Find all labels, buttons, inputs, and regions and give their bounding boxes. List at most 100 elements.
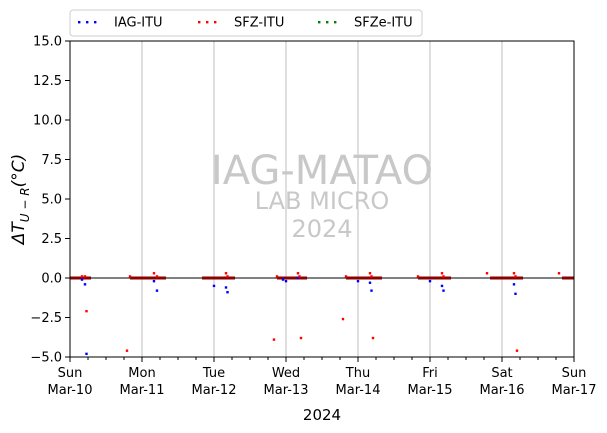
x-tick-day: Thu	[345, 366, 370, 381]
legend-marker	[326, 21, 329, 24]
data-point	[356, 279, 360, 283]
data-point	[368, 272, 372, 275]
x-tick-date: Mar-10	[48, 383, 93, 398]
y-tick-label: 15.0	[33, 35, 62, 50]
data-point	[152, 272, 156, 275]
y-axis-title: ΔTU − R(°C)	[9, 154, 32, 246]
watermark: IAG-MATAO LAB MICRO 2024	[211, 148, 433, 243]
legend-label: SFZ-ITU	[234, 16, 284, 31]
data-points	[80, 272, 561, 356]
x-axis: Sun Mar-10 Mon Mar-11 Tue Mar-12 Wed Mar-13 Thu M…	[48, 357, 597, 398]
y-tick-label: 12.5	[33, 74, 62, 89]
data-point	[485, 272, 489, 275]
y-axis-title-sub: U − R	[18, 187, 32, 222]
legend: IAG-ITU SFZ-ITU SFZe-ITU	[69, 9, 423, 37]
data-point	[275, 275, 279, 278]
x-tick-date: Mar-16	[480, 383, 525, 398]
x-tick-date: Mar-14	[336, 383, 381, 398]
x-tick-date: Mar-11	[120, 383, 165, 398]
watermark-line2: LAB MICRO	[255, 187, 390, 215]
x-tick-day: Sun	[58, 366, 83, 381]
x-tick-date: Mar-12	[192, 383, 237, 398]
data-point	[514, 292, 517, 295]
x-tick-day: Wed	[272, 366, 300, 381]
y-tick-label: −2.5	[30, 311, 62, 326]
data-point	[514, 275, 517, 278]
legend-label: SFZe-ITU	[354, 16, 413, 31]
data-point	[344, 275, 348, 278]
data-point	[224, 272, 228, 275]
y-axis-title-main: ΔT	[9, 221, 29, 247]
x-tick-date: Mar-15	[408, 383, 453, 398]
data-point	[515, 349, 519, 352]
x-tick-day: Mon	[128, 366, 155, 381]
y-tick-label: 5.0	[41, 193, 62, 208]
data-point	[368, 281, 372, 284]
data-point	[442, 289, 445, 292]
data-point	[296, 272, 300, 275]
legend-frame	[69, 9, 423, 37]
data-point	[80, 275, 84, 278]
data-point	[442, 275, 445, 278]
data-point	[298, 275, 301, 278]
data-point	[212, 284, 216, 288]
data-point	[85, 309, 88, 313]
data-point	[299, 336, 303, 340]
y-tick-label: 7.5	[41, 153, 62, 168]
data-point	[370, 289, 373, 292]
data-point	[152, 279, 156, 283]
x-tick-day: Sat	[491, 366, 512, 381]
x-tick-date: Mar-17	[552, 383, 597, 398]
y-axis-title-unit: (°C)	[9, 154, 29, 188]
data-point	[155, 289, 159, 292]
y-axis: −5.0 −2.5 0.0 2.5 5.0 7.5 10.0 12.5 15.0	[30, 35, 70, 366]
plot-area: IAG-MATAO LAB MICRO 2024	[69, 40, 575, 358]
data-point	[512, 272, 516, 275]
data-point	[428, 279, 432, 283]
legend-marker	[86, 21, 89, 24]
y-tick-label: 10.0	[33, 114, 62, 129]
data-point	[226, 275, 229, 278]
data-point	[371, 336, 375, 340]
data-point	[416, 275, 420, 278]
legend-marker	[206, 21, 209, 24]
data-point	[128, 275, 132, 278]
x-tick-day: Sun	[562, 366, 587, 381]
x-tick-date: Mar-13	[264, 383, 309, 398]
data-point	[224, 286, 228, 289]
data-point	[341, 317, 345, 321]
y-tick-label: 2.5	[41, 232, 62, 247]
data-point	[557, 272, 561, 275]
x-tick-day: Fri	[422, 366, 438, 381]
data-point	[284, 279, 288, 283]
data-point	[155, 275, 159, 278]
data-point	[440, 284, 444, 288]
data-point	[272, 338, 276, 341]
x-tick-day: Tue	[202, 366, 225, 381]
data-point	[83, 283, 87, 286]
y-tick-label: −5.0	[30, 351, 62, 366]
data-point	[83, 275, 87, 278]
legend-marker	[214, 21, 217, 24]
data-point	[125, 349, 129, 352]
data-point	[281, 278, 285, 281]
data-point	[80, 278, 84, 281]
legend-marker	[334, 21, 337, 24]
data-point	[370, 275, 373, 278]
data-point	[512, 283, 516, 286]
legend-marker	[318, 21, 321, 24]
grid-lines	[141, 41, 503, 357]
legend-label: IAG-ITU	[114, 16, 163, 31]
watermark-line3: 2024	[291, 215, 352, 243]
watermark-line1: IAG-MATAO	[211, 148, 433, 194]
data-point	[296, 276, 300, 280]
x-axis-title: 2024	[303, 406, 341, 424]
legend-marker	[78, 21, 81, 24]
data-point	[440, 272, 444, 275]
legend-marker	[198, 21, 201, 24]
data-point	[226, 291, 229, 294]
data-point	[85, 352, 88, 356]
y-tick-label: 0.0	[41, 272, 62, 287]
legend-marker	[94, 21, 97, 24]
